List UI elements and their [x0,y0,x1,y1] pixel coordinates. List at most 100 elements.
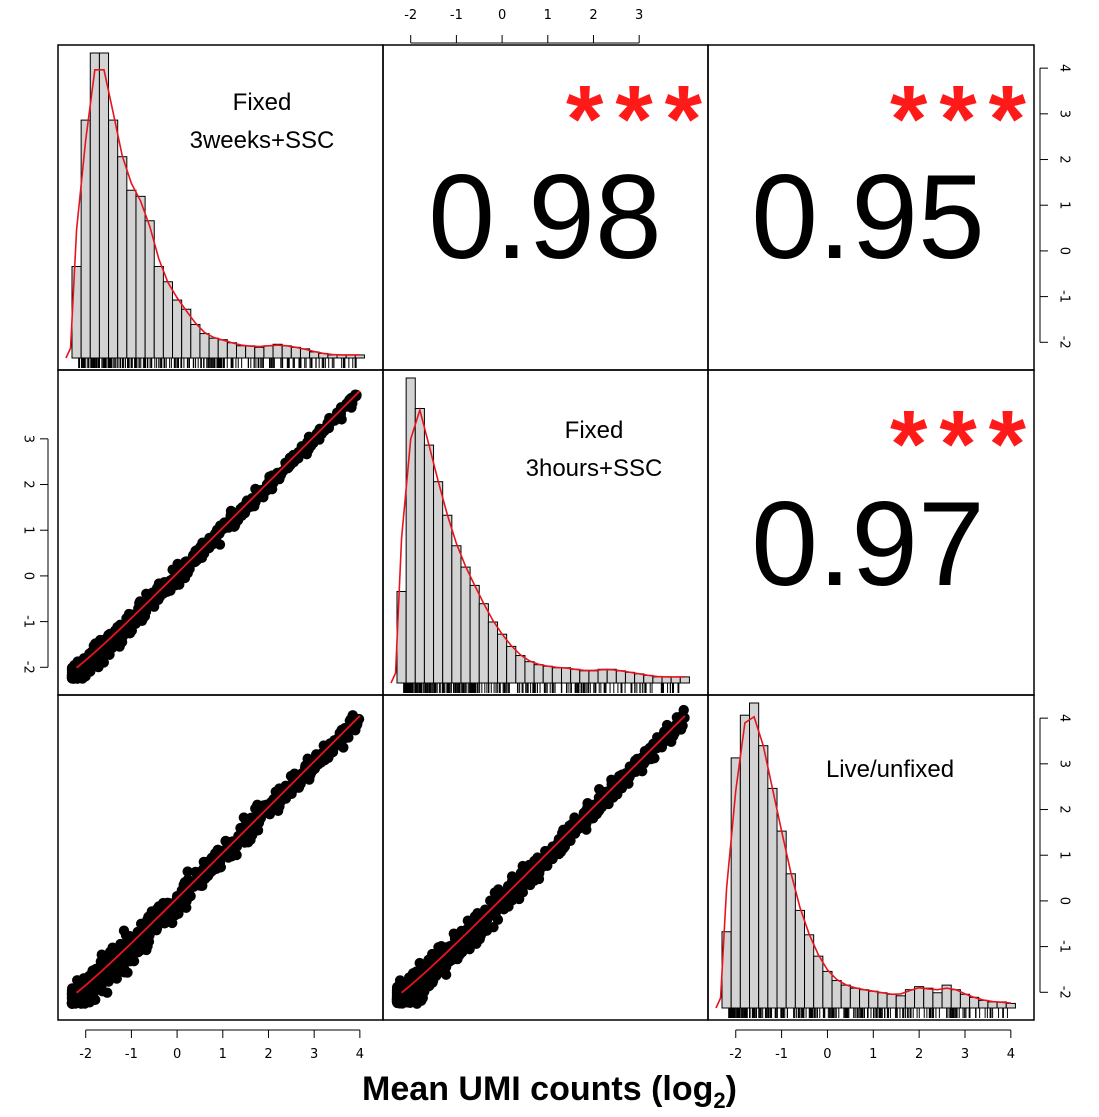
correlation-value-r2c3: 0.97 [751,477,985,611]
histogram-bar [451,545,462,684]
scatter-point [572,814,583,825]
scatter-point [336,414,347,425]
scatter-point [108,970,120,981]
histogram-bar [126,189,137,359]
y-tick-label-right: -1 [1057,940,1072,953]
x-tick-label: 4 [356,1047,364,1062]
scatter-point [414,957,425,969]
scatter-point [394,975,406,986]
y-tick-label-right: 1 [1057,851,1072,859]
scatter-point [238,812,250,823]
scatter-point [195,541,206,553]
density-curve [390,407,685,684]
histogram-bar [478,603,489,684]
density-curve [65,68,360,359]
histogram-bar [804,934,815,1009]
x-tick-label: 2 [264,1047,272,1062]
histogram-layer [71,52,1016,1018]
histogram-bar [551,667,562,684]
panel-frames [57,44,1035,1021]
histogram-bar [886,993,897,1009]
top-tick-label: -1 [450,8,463,23]
panel-label-1-line1: Fixed [233,89,292,116]
scatter-point [489,910,501,922]
scatter-point [431,955,442,966]
histogram-bar [914,986,925,1009]
y-tick-label: -1 [21,615,36,628]
histogram-bar [272,343,283,359]
scatter-point [66,996,78,1008]
scatter-point [235,506,247,518]
histogram-bar [135,195,146,359]
scatter-point [514,872,526,884]
histogram-bar [162,281,174,359]
scatter-point [244,834,256,845]
scatter-point [87,965,98,976]
density-curve [715,715,1011,1009]
x-tick-label: 1 [869,1047,877,1062]
histogram-bar [414,408,425,684]
x-axis-title-text: Mean UMI counts (log [362,1070,714,1108]
histogram-bar [487,621,499,684]
panel-label-2-line1: Fixed [565,417,624,444]
x-tick-label: -1 [775,1047,788,1062]
y-tick-label-right: 2 [1057,805,1072,813]
histogram-bar [442,514,453,684]
y-tick-label-right: 2 [1057,155,1072,163]
histogram-bar [144,220,155,359]
scatter-point [423,954,434,966]
x-tick-label: 0 [823,1047,831,1062]
y-tick-label-right: -1 [1057,290,1072,303]
scatter-point [143,936,155,947]
y-tick-label: -2 [21,661,36,674]
panel-frame [707,694,1035,1021]
scatter-point [139,608,150,620]
scatter-point [656,742,668,753]
y-tick-label-right: 4 [1057,714,1072,722]
scatter-point [96,949,107,960]
histogram-bar [281,345,292,359]
scatter-point [437,944,449,955]
y-tick-label-right: -2 [1057,336,1072,349]
histogram-bar [506,645,517,684]
histogram-bar [98,52,110,359]
histogram-bar [822,970,833,1009]
correlation-stars-r1c3: *** [890,66,1038,173]
scatter-point [321,421,333,432]
x-axis-title-subscript: 2 [713,1088,726,1113]
scatter-point [130,618,141,629]
scatter-point [212,844,224,856]
scatter-point [396,995,407,1006]
scatter-point [80,658,91,669]
scatter-point [141,588,152,600]
scatter-point [151,921,162,932]
histogram-bar [117,156,128,359]
fit-line [75,390,361,669]
scatter-point [323,752,334,764]
scatter-point [438,956,450,967]
scatter-point [120,930,132,941]
fit-line-layer [65,68,1011,1009]
scatter-point [251,821,263,833]
histogram-bar [959,993,971,1009]
scatter-point [309,763,321,774]
x-tick-label: 3 [310,1047,318,1062]
fit-line [400,715,686,994]
scatter-point [564,827,575,839]
scatter-point [461,937,472,948]
x-tick-label: -1 [125,1047,138,1062]
scatter-point [477,914,489,926]
histogram-bar [208,337,219,359]
scatter-point [556,836,567,847]
scatter-point [68,668,80,679]
y-tick-label-right: 0 [1057,897,1072,905]
y-tick-label: 3 [21,435,36,443]
x-axis-title: Mean UMI counts (log2) [0,1070,1099,1113]
histogram-bar [661,676,672,684]
scatter-point [100,638,112,649]
histogram-bar [739,714,751,1009]
histogram-bar [831,980,842,1009]
scatter-point [182,866,193,877]
histogram-bar [670,676,681,684]
scatter-point [304,774,315,785]
